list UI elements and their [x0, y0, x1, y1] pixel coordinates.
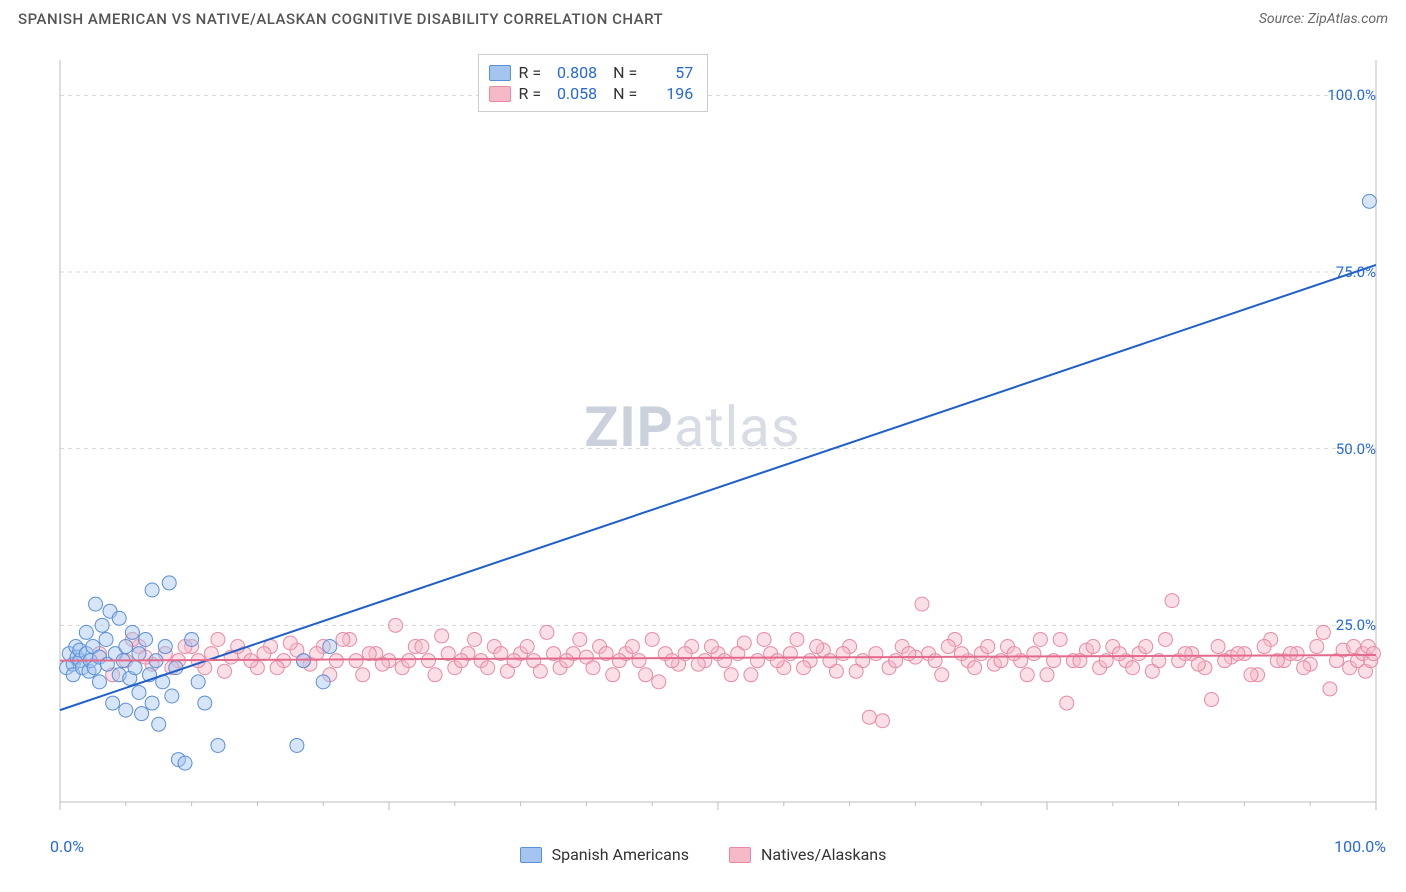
stats-r-value: 0.808	[549, 63, 597, 82]
chart-header: SPANISH AMERICAN VS NATIVE/ALASKAN COGNI…	[18, 10, 1388, 28]
correlation-stats-box: R = 0.808 N = 57 R = 0.058 N = 196	[478, 54, 709, 112]
bottom-legend: Spanish Americans Natives/Alaskans	[0, 845, 1406, 864]
y-tick-label: 100.0%	[1327, 86, 1376, 104]
legend-swatch	[729, 847, 751, 863]
stats-n-label: N =	[605, 84, 637, 103]
y-tick-label: 50.0%	[1336, 440, 1376, 458]
stats-r-value: 0.058	[549, 84, 597, 103]
stats-r-label: R =	[519, 84, 542, 103]
scatter-plot-svg	[50, 50, 1386, 832]
stats-r-label: R =	[519, 63, 542, 82]
y-tick-label: 25.0%	[1336, 616, 1376, 634]
legend-item: Natives/Alaskans	[729, 845, 886, 864]
legend-label: Natives/Alaskans	[761, 845, 886, 864]
stats-row: R = 0.058 N = 196	[489, 84, 694, 103]
legend-label: Spanish Americans	[552, 845, 689, 864]
stats-n-value: 196	[645, 84, 693, 103]
stats-n-value: 57	[645, 63, 693, 82]
legend-item: Spanish Americans	[520, 845, 689, 864]
stats-swatch	[489, 86, 511, 102]
chart-source: Source: ZipAtlas.com	[1259, 11, 1388, 27]
y-tick-label: 75.0%	[1336, 263, 1376, 281]
stats-n-label: N =	[605, 63, 637, 82]
stats-row: R = 0.808 N = 57	[489, 63, 694, 82]
legend-swatch	[520, 847, 542, 863]
chart-title: SPANISH AMERICAN VS NATIVE/ALASKAN COGNI…	[18, 10, 663, 28]
plot-area: ZIPatlas R = 0.808 N = 57 R = 0.058 N = …	[50, 50, 1386, 832]
stats-swatch	[489, 65, 511, 81]
